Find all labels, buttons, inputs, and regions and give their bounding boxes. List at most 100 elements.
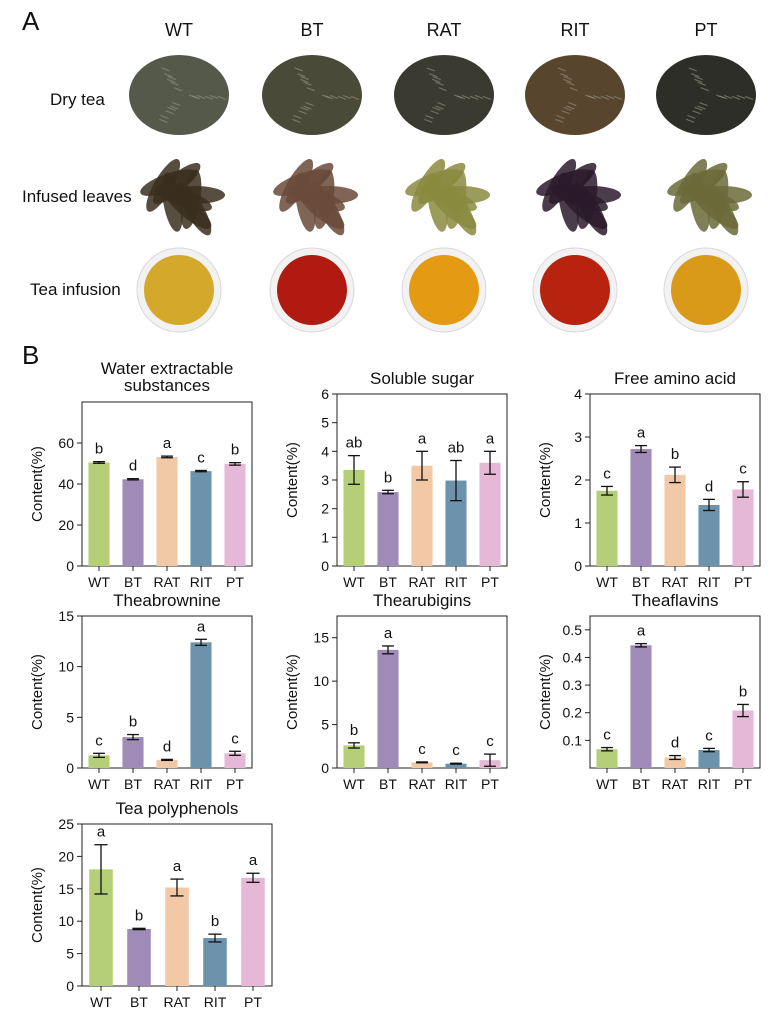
x-tick-label: RAT xyxy=(164,994,191,1010)
chart-title: Tea polyphenols xyxy=(116,799,239,818)
x-tick-label: WT xyxy=(88,574,110,590)
x-tick-label: BT xyxy=(632,776,650,792)
significance-letter: a xyxy=(97,824,106,841)
panel-a-letter: A xyxy=(22,6,40,36)
y-tick-label: 5 xyxy=(66,709,74,725)
bar-wt xyxy=(596,749,618,768)
x-tick-label: RIT xyxy=(190,776,213,792)
y-axis-label: Content(%) xyxy=(29,446,46,522)
y-tick-label: 2 xyxy=(574,472,582,488)
bar-wt xyxy=(88,755,110,768)
bar-rit xyxy=(190,642,212,768)
chart-thearubigins: Thearubigins 0 5 10 15 Content(%) b WT a BT c RAT c R… xyxy=(284,591,508,792)
chart-title: Theaflavins xyxy=(632,591,719,610)
significance-letter: c xyxy=(197,449,205,466)
column-header-pt: PT xyxy=(694,20,718,40)
bar-pt xyxy=(732,710,754,768)
y-tick-label: 2 xyxy=(321,501,329,517)
chart-title: substances xyxy=(124,376,210,395)
x-tick-label: WT xyxy=(596,776,618,792)
y-tick-label: 0 xyxy=(321,558,329,574)
bar-bt xyxy=(122,737,144,768)
y-tick-label: 20 xyxy=(58,517,74,533)
chart-tea-polyphenols: Tea polyphenols 0 5 10 15 20 25 Content(%) a WT b B… xyxy=(29,799,273,1010)
chart-theabrownine: Theabrownine 0 5 10 15 Content(%) c WT b BT d RAT a R… xyxy=(29,591,253,792)
significance-letter: d xyxy=(129,458,137,475)
row-label-infused-leaves: Infused leaves xyxy=(22,187,132,206)
bar-bt xyxy=(630,645,652,768)
significance-letter: c xyxy=(739,461,747,478)
x-tick-label: WT xyxy=(343,574,365,590)
y-axis-label: Content(%) xyxy=(537,654,554,730)
x-tick-label: RIT xyxy=(445,776,468,792)
significance-letter: c xyxy=(95,732,103,749)
dry-tea-photo-bt xyxy=(262,55,362,135)
x-tick-label: BT xyxy=(379,574,397,590)
significance-letter: ab xyxy=(448,440,465,457)
row-label-dry-tea: Dry tea xyxy=(50,90,105,109)
y-axis-label: Content(%) xyxy=(29,867,46,943)
tea-infusion-photo-rat xyxy=(401,247,487,333)
bar-pt xyxy=(479,462,501,566)
x-tick-label: RAT xyxy=(154,776,181,792)
chart-title: Water extractable xyxy=(101,359,234,378)
x-tick-label: BT xyxy=(632,574,650,590)
y-tick-label: 5 xyxy=(66,946,74,962)
y-tick-label: 3 xyxy=(321,472,329,488)
y-tick-label: 0 xyxy=(66,760,74,776)
dry-tea-photo-pt xyxy=(656,55,756,135)
significance-letter: a xyxy=(384,625,393,642)
x-tick-label: BT xyxy=(124,776,142,792)
y-tick-label: 10 xyxy=(58,659,74,675)
bar-wt xyxy=(343,745,365,768)
y-tick-label: 15 xyxy=(58,881,74,897)
bar-rat xyxy=(165,887,189,986)
x-tick-label: PT xyxy=(226,776,244,792)
significance-letter: c xyxy=(452,742,460,759)
y-tick-label: 40 xyxy=(58,476,74,492)
y-tick-label: 6 xyxy=(321,386,329,402)
significance-letter: a xyxy=(173,858,182,875)
y-axis-label: Content(%) xyxy=(537,442,554,518)
x-tick-label: WT xyxy=(596,574,618,590)
significance-letter: d xyxy=(671,735,679,752)
x-tick-label: PT xyxy=(226,574,244,590)
bar-pt xyxy=(224,753,246,768)
bar-wt xyxy=(89,869,113,986)
bar-pt xyxy=(224,463,246,566)
significance-letter: b xyxy=(384,469,392,486)
infused-leaves-photo-rit xyxy=(536,159,621,236)
bar-rit xyxy=(190,471,212,566)
x-tick-label: WT xyxy=(88,776,110,792)
y-tick-label: 0 xyxy=(574,558,582,574)
x-tick-label: PT xyxy=(481,574,499,590)
y-tick-label: 3 xyxy=(574,429,582,445)
bar-wt xyxy=(88,462,110,566)
x-tick-label: RAT xyxy=(662,574,689,590)
panel-b-letter: B xyxy=(22,340,40,370)
significance-letter: a xyxy=(637,623,646,640)
y-tick-label: 5 xyxy=(321,717,329,733)
y-tick-label: 0.1 xyxy=(563,732,583,748)
y-tick-label: 10 xyxy=(313,673,329,689)
y-tick-label: 0.4 xyxy=(563,649,583,665)
significance-letter: c xyxy=(418,741,426,758)
chart-theaflavins: Theaflavins 0.1 0.2 0.3 0.4 0.5 Content(%) c WT a… xyxy=(537,591,761,792)
y-tick-label: 15 xyxy=(313,630,329,646)
chart-title: Soluble sugar xyxy=(370,369,474,388)
chart-title: Thearubigins xyxy=(373,591,471,610)
x-tick-label: BT xyxy=(130,994,148,1010)
x-tick-label: WT xyxy=(90,994,112,1010)
x-tick-label: RIT xyxy=(698,574,721,590)
photo-grid xyxy=(129,55,756,333)
bar-bt xyxy=(377,492,399,566)
y-tick-label: 0.5 xyxy=(563,622,583,638)
tea-infusion-photo-wt xyxy=(136,247,222,333)
column-header-bt: BT xyxy=(300,20,324,40)
bar-rat xyxy=(156,456,178,566)
column-header-wt: WT xyxy=(165,20,193,40)
x-tick-label: RIT xyxy=(190,574,213,590)
x-tick-label: PT xyxy=(244,994,262,1010)
significance-letter: b xyxy=(95,441,103,458)
